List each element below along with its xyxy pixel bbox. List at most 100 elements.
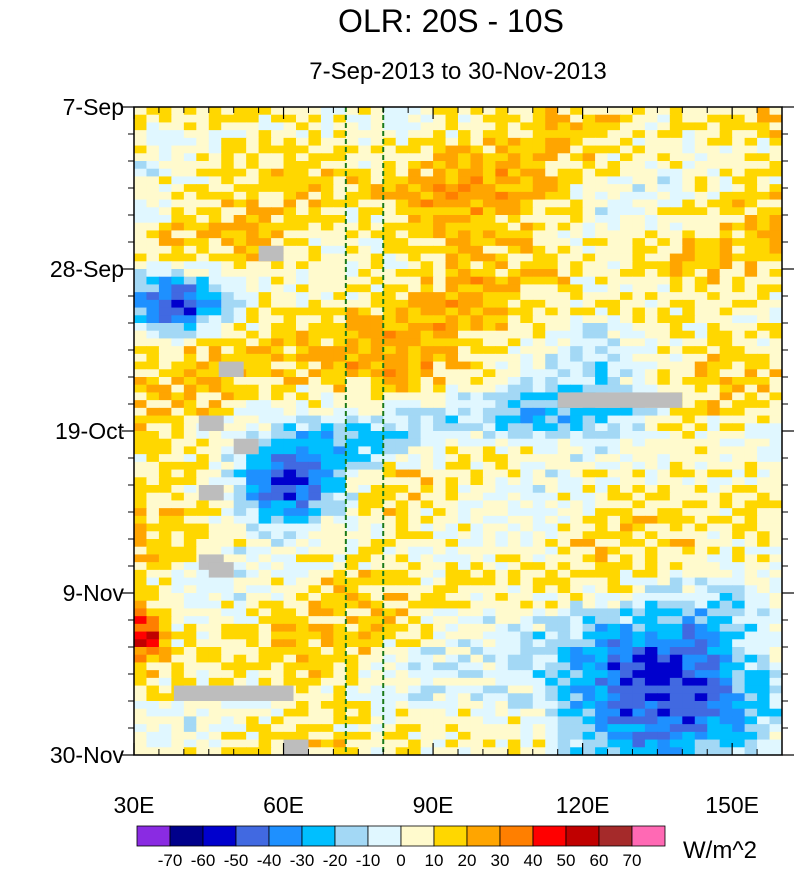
heatmap-cell [196,377,210,386]
heatmap-cell [595,539,609,548]
heatmap-cell [308,384,322,394]
heatmap-cell [433,222,447,232]
heatmap-cell [258,446,272,455]
heatmap-cell [333,415,347,424]
heatmap-cell [682,731,696,741]
heatmap-cell [433,616,447,625]
heatmap-cell [582,145,596,154]
heatmap-cell [296,539,310,548]
heatmap-cell [582,168,596,178]
heatmap-cell [644,670,658,679]
heatmap-cell [171,608,185,617]
heatmap-cell [682,647,696,656]
heatmap-cell [682,623,696,633]
heatmap-cell [557,245,571,255]
heatmap-cell [258,153,272,162]
heatmap-cell [183,292,197,301]
heatmap-cell [582,245,596,255]
heatmap-cell [296,593,310,602]
heatmap-cell [283,593,297,602]
heatmap-cell [333,299,347,309]
heatmap-cell [570,438,584,448]
heatmap-cell [458,361,472,370]
heatmap-cell [134,253,148,262]
heatmap-cell [769,215,782,224]
heatmap-cell [719,662,733,671]
heatmap-cell [570,276,584,286]
heatmap-cell [420,639,434,648]
heatmap-cell [495,500,509,509]
heatmap-cell [458,577,472,586]
heatmap-cell [620,539,634,548]
heatmap-cell [433,631,447,640]
heatmap-cell [757,145,771,154]
heatmap-cell [532,292,546,301]
heatmap-cell [744,215,758,224]
heatmap-cell [719,400,733,409]
heatmap-cell [221,168,235,178]
heatmap-cell [196,670,210,679]
heatmap-cell [657,546,671,556]
heatmap-cell [669,469,683,478]
heatmap-cell [283,207,297,216]
heatmap-cell [657,361,671,370]
heatmap-cell [246,716,260,725]
heatmap-cell [595,654,609,664]
heatmap-cell [395,307,409,316]
heatmap-cell [296,577,310,586]
heatmap-cell [296,377,310,386]
heatmap-cell [383,585,397,594]
heatmap-cell [395,701,409,710]
heatmap-cell [308,485,322,494]
heatmap-cell [445,222,459,232]
heatmap-cell [283,215,297,224]
heatmap-cell [383,176,397,185]
heatmap-cell [246,415,260,424]
heatmap-cell [258,346,272,355]
heatmap-cell [420,446,434,455]
x-tick-label: 60E [263,792,304,818]
heatmap-cell [433,191,447,201]
heatmap-cell [620,639,634,648]
heatmap-cell [183,191,197,201]
heatmap-cell [358,469,372,478]
heatmap-cell [458,585,472,594]
heatmap-cell [308,446,322,455]
heatmap-cell [283,469,297,478]
heatmap-cell [719,184,733,193]
heatmap-cell [308,670,322,679]
heatmap-cell [296,724,310,733]
heatmap-cell [383,137,397,147]
heatmap-cell [470,276,484,286]
heatmap-cell [296,685,310,694]
heatmap-cell [171,338,185,347]
heatmap-cell [507,238,521,247]
heatmap-cell [470,670,484,679]
heatmap-cell [445,292,459,301]
heatmap-cell [383,515,397,525]
heatmap-cell [233,114,247,124]
heatmap-cell [732,600,746,610]
heatmap-cell [707,747,721,755]
heatmap-cell [308,438,322,448]
heatmap-cell [470,400,484,409]
heatmap-cell [271,400,285,409]
heatmap-cell [134,145,148,154]
heatmap-cell [296,477,310,486]
colorbar-box [400,825,435,847]
heatmap-cell [345,338,359,347]
heatmap-cell [707,515,721,525]
heatmap-cell [570,539,584,548]
heatmap-cell [495,130,509,139]
heatmap-cell [246,515,260,525]
heatmap-cell [183,508,197,517]
heatmap-cell [345,577,359,586]
heatmap-cell [607,724,621,733]
heatmap-cell [458,747,472,755]
heatmap-cell [644,161,658,170]
heatmap-cell [158,585,172,594]
heatmap-cell [308,431,322,440]
heatmap-cell [458,276,472,286]
heatmap-cell [607,477,621,486]
heatmap-cell [134,446,148,455]
